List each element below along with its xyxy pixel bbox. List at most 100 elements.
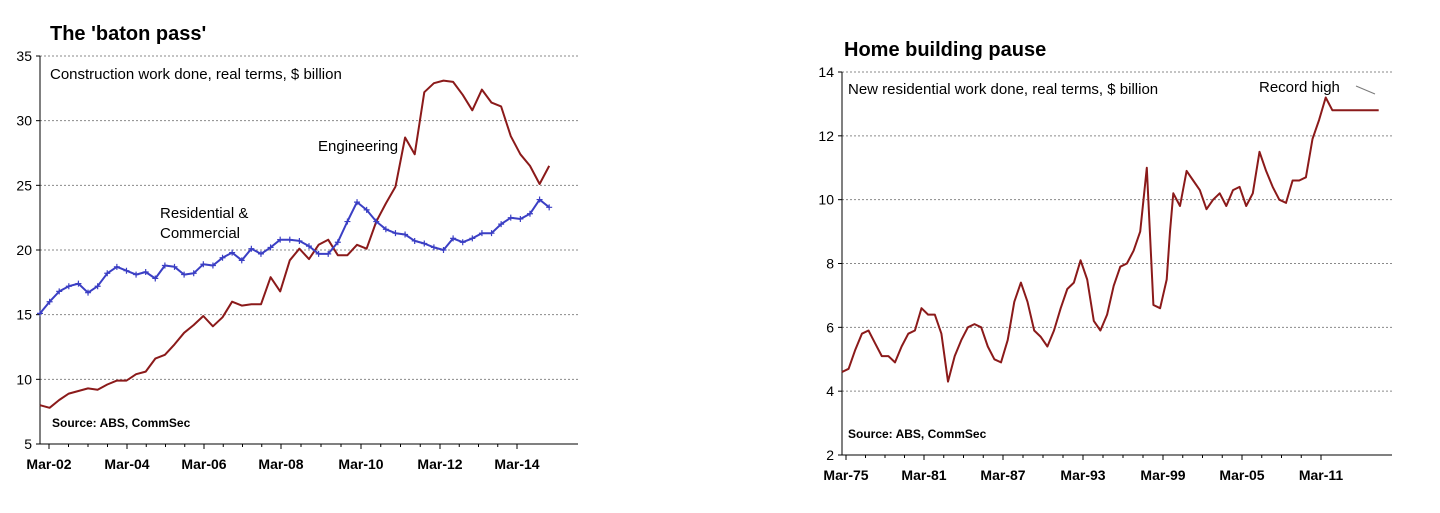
data-point-marker <box>229 249 236 256</box>
data-point-marker <box>450 235 457 242</box>
y-tick-label: 4 <box>826 383 834 399</box>
data-point-marker <box>161 262 168 269</box>
data-point-marker <box>507 214 514 221</box>
data-point-marker <box>104 270 111 277</box>
chart-home-building: Home building pause New residential work … <box>720 0 1440 513</box>
data-point-marker <box>498 221 505 228</box>
data-point-marker <box>392 230 399 237</box>
annotation-label: Engineering <box>318 138 398 155</box>
y-tick-label: 5 <box>24 436 32 452</box>
y-tick-label: 10 <box>818 192 834 208</box>
y-tick-label: 30 <box>16 113 32 129</box>
data-point-marker <box>152 275 159 282</box>
y-tick-label: 10 <box>16 371 32 387</box>
data-point-marker <box>517 215 524 222</box>
data-point-marker <box>248 245 255 252</box>
data-point-marker <box>85 289 92 296</box>
data-point-marker <box>478 230 485 237</box>
series-line <box>39 198 550 315</box>
data-point-marker <box>37 310 43 317</box>
data-point-marker <box>123 267 130 274</box>
data-point-marker <box>75 280 82 287</box>
annotation-label: Commercial <box>160 225 240 242</box>
source-label: Source: ABS, CommSec <box>52 416 191 430</box>
data-point-marker <box>238 257 245 264</box>
data-point-marker <box>469 235 476 242</box>
data-point-marker <box>430 244 437 251</box>
data-point-marker <box>209 262 216 269</box>
data-point-marker <box>421 240 428 247</box>
data-point-marker <box>277 236 284 243</box>
data-point-marker <box>488 230 495 237</box>
x-tick-label: Mar-05 <box>1219 467 1264 483</box>
data-point-marker <box>440 247 447 253</box>
y-tick-label: 25 <box>16 177 32 193</box>
chart-title: Home building pause <box>844 39 1046 61</box>
chart-subtitle: Construction work done, real terms, $ bi… <box>50 66 342 83</box>
x-tick-label: Mar-02 <box>26 456 71 472</box>
x-tick-label: Mar-99 <box>1140 467 1185 483</box>
chart-baton-pass: The 'baton pass' Construction work done, … <box>16 23 578 472</box>
data-point-marker <box>315 250 322 257</box>
data-point-marker <box>65 283 72 290</box>
x-tick-label: Mar-06 <box>181 456 226 472</box>
y-tick-label: 6 <box>826 319 834 335</box>
data-point-marker <box>200 261 207 268</box>
x-tick-label: Mar-12 <box>417 456 462 472</box>
chart-baton-pass-svg: The 'baton pass' Construction work done, … <box>16 23 578 472</box>
data-point-marker <box>56 288 63 295</box>
data-point-marker <box>325 250 332 257</box>
data-point-marker <box>171 263 178 270</box>
data-point-marker <box>354 199 361 206</box>
annotation-label: Residential & <box>160 205 248 222</box>
data-point-marker <box>257 250 264 257</box>
series-engineering <box>39 79 551 409</box>
y-tick-label: 14 <box>818 64 834 80</box>
x-tick-label: Mar-10 <box>338 456 383 472</box>
data-point-marker <box>296 237 303 244</box>
data-point-marker <box>546 204 553 211</box>
series-line <box>841 96 1379 383</box>
data-point-marker <box>286 236 293 243</box>
data-point-marker <box>536 196 543 203</box>
data-point-marker <box>306 243 312 250</box>
data-point-marker <box>411 237 418 244</box>
y-tick-label: 15 <box>16 307 32 323</box>
x-tick-label: Mar-14 <box>494 456 539 472</box>
x-tick-label: Mar-11 <box>1299 467 1344 483</box>
x-tick-label: Mar-75 <box>823 467 868 483</box>
data-point-marker <box>113 263 120 270</box>
chart-home-building-svg: Home building pause New residential work … <box>818 39 1392 483</box>
x-tick-label: Mar-81 <box>901 467 946 483</box>
series-line <box>39 79 551 409</box>
data-point-marker <box>334 239 341 246</box>
x-tick-label: Mar-87 <box>980 467 1025 483</box>
data-point-marker <box>382 226 389 233</box>
x-tick-label: Mar-93 <box>1060 467 1105 483</box>
data-point-marker <box>526 210 533 217</box>
data-point-marker <box>402 231 409 238</box>
y-tick-label: 8 <box>826 256 834 272</box>
data-point-marker <box>181 271 188 278</box>
data-point-marker <box>94 283 101 290</box>
x-tick-label: Mar-04 <box>104 456 149 472</box>
data-point-marker <box>267 244 274 251</box>
chart-title: The 'baton pass' <box>50 23 206 45</box>
data-point-marker <box>219 254 226 261</box>
series-residential-commercial <box>37 196 553 317</box>
source-label: Source: ABS, CommSec <box>848 427 987 441</box>
record-high-pointer <box>1355 85 1376 95</box>
y-tick-label: 12 <box>818 128 834 144</box>
x-tick-label: Mar-08 <box>258 456 303 472</box>
data-point-marker <box>142 268 149 275</box>
annotation-label: Record high <box>1259 79 1340 96</box>
data-point-marker <box>373 218 380 225</box>
y-tick-label: 20 <box>16 242 32 258</box>
data-point-marker <box>190 270 197 277</box>
chart-subtitle: New residential work done, real terms, $… <box>848 81 1158 98</box>
data-point-marker <box>344 218 351 225</box>
data-point-marker <box>133 271 140 278</box>
y-tick-label: 2 <box>826 447 834 463</box>
data-point-marker <box>363 206 370 213</box>
series-new-residential-work-done <box>841 96 1379 383</box>
